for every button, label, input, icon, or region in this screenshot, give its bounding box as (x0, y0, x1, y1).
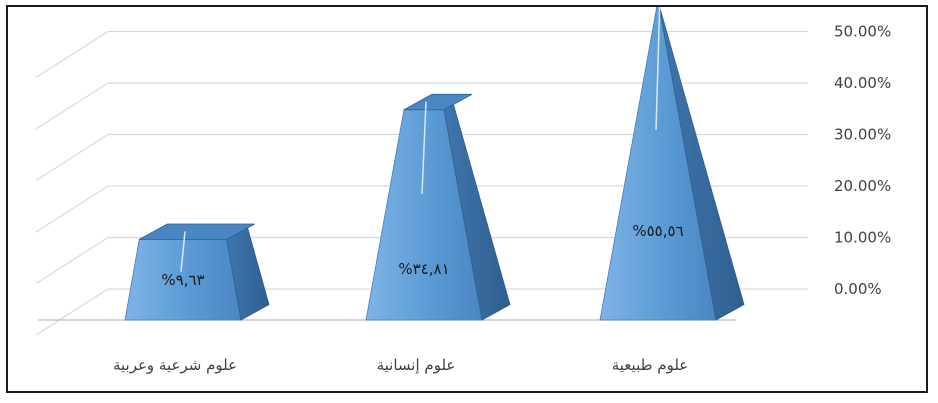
bar-highlight (180, 231, 186, 272)
data-label: %٣٤,٨١ (398, 260, 449, 278)
bar-highlight (655, 7, 661, 130)
bar-top-face (403, 93, 473, 111)
y-axis-ticks: 0.00% 10.00% 20.00% 30.00% 40.00% 50.00% (834, 23, 891, 299)
y-tick-label: 0.00% (834, 280, 882, 298)
data-label: %٩,٦٣ (161, 271, 204, 289)
pyramid-bar (365, 93, 511, 321)
x-axis-categories: علوم طبيعية علوم إنسانية علوم شرعية وعرب… (113, 356, 688, 374)
gridline-perspective (35, 133, 109, 182)
gridline-perspective (35, 82, 109, 130)
gridline-perspective (35, 30, 109, 79)
gridline-perspective (35, 185, 109, 233)
data-labels: %٥٥,٥٦ %٣٤,٨١ %٩,٦٣ (161, 222, 683, 289)
category-label: علوم شرعية وعربية (113, 356, 237, 374)
y-tick-label: 10.00% (834, 229, 891, 247)
pyramid-bars (124, 7, 745, 321)
category-label: علوم إنسانية (377, 356, 456, 374)
y-tick-label: 30.00% (834, 126, 891, 144)
gridline-perspective (35, 236, 109, 285)
y-tick-label: 40.00% (834, 74, 891, 92)
category-label: علوم طبيعية (612, 356, 689, 374)
pyramid-chart: 0.00% 10.00% 20.00% 30.00% 40.00% 50.00%… (35, 7, 891, 374)
gridline-perspective (35, 288, 109, 336)
chart-frame: 0.00% 10.00% 20.00% 30.00% 40.00% 50.00%… (6, 5, 928, 393)
y-tick-label: 50.00% (834, 23, 891, 41)
bar-side-face (658, 7, 745, 321)
pyramid-bar (599, 7, 745, 321)
y-tick-label: 20.00% (834, 177, 891, 195)
bar-front-face (599, 7, 717, 321)
bar-highlight (421, 101, 427, 194)
bar-top-face (139, 223, 255, 240)
pyramid-bar (124, 223, 270, 321)
data-label: %٥٥,٥٦ (632, 222, 683, 240)
